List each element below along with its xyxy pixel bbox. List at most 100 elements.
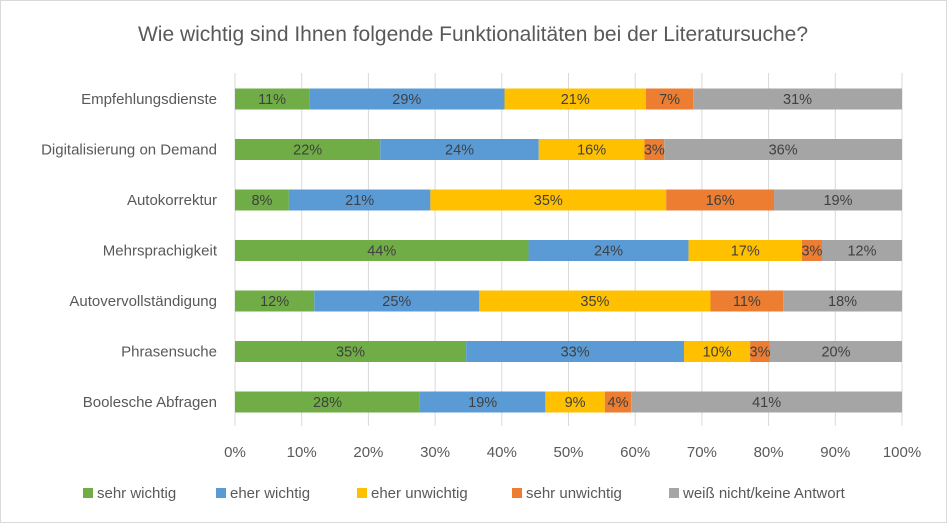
bar-segment [235, 189, 289, 211]
data-label: 21% [345, 193, 374, 209]
bar-segment [545, 391, 605, 413]
data-label: 7% [659, 92, 680, 108]
legend-swatch [357, 488, 367, 498]
x-tick-label: 60% [620, 444, 650, 461]
category-label: Empfehlungsdienste [81, 91, 217, 108]
bar-segment [479, 290, 711, 312]
x-tick-label: 80% [754, 444, 784, 461]
data-label: 11% [258, 92, 286, 108]
bar-segment [466, 341, 685, 362]
bar-segment [538, 139, 645, 160]
data-label: 22% [293, 143, 322, 159]
data-label: 10% [703, 345, 732, 361]
x-tick-label: 90% [820, 444, 850, 461]
legend-entry: weiß nicht/keine Antwort [682, 485, 846, 502]
data-label: 19% [823, 193, 852, 209]
bar-segment [666, 189, 774, 211]
bar-segment [235, 290, 315, 312]
x-axis-tick-labels: 0% 10% 20% 30% 40% 50% 60% 70% 80% 90% 100% [224, 444, 921, 461]
bar-segment [750, 341, 770, 362]
category-label: Autokorrektur [127, 192, 217, 209]
bar-segment [380, 139, 539, 160]
data-label: 3% [801, 244, 822, 260]
data-label: 41% [752, 395, 781, 411]
data-label: 31% [783, 92, 812, 108]
bar-segment [235, 240, 529, 261]
data-label: 29% [392, 92, 421, 108]
x-tick-label: 100% [883, 444, 921, 461]
data-label: 35% [580, 294, 609, 310]
bar-segment [664, 139, 902, 160]
data-label: 20% [821, 345, 850, 361]
data-label: 9% [565, 395, 586, 411]
legend-entry: sehr unwichtig [526, 485, 622, 502]
x-tick-label: 40% [487, 444, 517, 461]
category-label: Autovervollständigung [69, 293, 217, 310]
bar-segment [604, 391, 632, 413]
data-label: 3% [750, 345, 771, 361]
data-label: 35% [336, 345, 365, 361]
data-label: 25% [382, 294, 411, 310]
bar-segment [769, 341, 902, 362]
bar-segment [688, 240, 802, 261]
x-tick-label: 70% [687, 444, 717, 461]
x-tick-label: 30% [420, 444, 450, 461]
data-label: 11% [733, 294, 761, 310]
bar-segment [631, 391, 902, 413]
x-tick-label: 50% [553, 444, 583, 461]
data-label: 33% [561, 345, 590, 361]
data-label: 4% [608, 395, 629, 411]
data-label: 28% [313, 395, 342, 411]
data-label: 3% [644, 143, 665, 159]
bar-segment [645, 88, 694, 110]
category-label: Phrasensuche [121, 344, 217, 361]
legend-swatch [83, 488, 93, 498]
category-label: Mehrsprachigkeit [103, 243, 218, 260]
data-label: 18% [828, 294, 857, 310]
data-label: 12% [260, 294, 289, 310]
legend-swatch [216, 488, 226, 498]
category-label: Boolesche Abfragen [83, 394, 217, 411]
legend-entry: eher unwichtig [371, 485, 468, 502]
bar-segment [821, 240, 902, 261]
data-label: 8% [251, 193, 272, 209]
bar-segment [684, 341, 751, 362]
bar-segment [693, 88, 902, 110]
data-label: 21% [561, 92, 590, 108]
data-label: 35% [534, 193, 563, 209]
bar-segment [710, 290, 784, 312]
bar-segment [773, 189, 902, 211]
bar-segment [235, 139, 381, 160]
data-label: 17% [731, 244, 760, 260]
bar-segment [504, 88, 646, 110]
bar-segment [783, 290, 902, 312]
category-labels: Empfehlungsdienste Digitalisierung on Dem… [41, 91, 218, 411]
x-tick-label: 10% [287, 444, 317, 461]
chart-title: Wie wichtig sind Ihnen folgende Funktion… [138, 23, 808, 46]
data-label: 16% [577, 143, 606, 159]
bar-segment [288, 189, 431, 211]
x-tick-label: 20% [353, 444, 383, 461]
data-label: 24% [594, 244, 623, 260]
bar-segment [235, 341, 467, 362]
data-label: 24% [445, 143, 474, 159]
bar-segment [309, 88, 505, 110]
bar-segment [235, 391, 420, 413]
bars [235, 88, 902, 413]
bar-segment [235, 88, 310, 110]
category-label: Digitalisierung on Demand [41, 142, 217, 159]
legend-swatch [512, 488, 522, 498]
data-label: 19% [468, 395, 497, 411]
data-labels: 11% 29% 21% 7% 31% 22% 24% 16% 3% 36% 8% 21% 35% 16% 1… [251, 92, 876, 411]
data-label: 16% [706, 193, 735, 209]
legend-swatch [669, 488, 679, 498]
bar-segment [801, 240, 822, 261]
data-label: 36% [769, 143, 798, 159]
bar-segment [314, 290, 480, 312]
legend-entry: eher wichtig [230, 485, 310, 502]
bar-segment [430, 189, 667, 211]
legend: sehr wichtig eher wichtig eher unwichtig se… [83, 485, 846, 502]
bar-segment [528, 240, 689, 261]
